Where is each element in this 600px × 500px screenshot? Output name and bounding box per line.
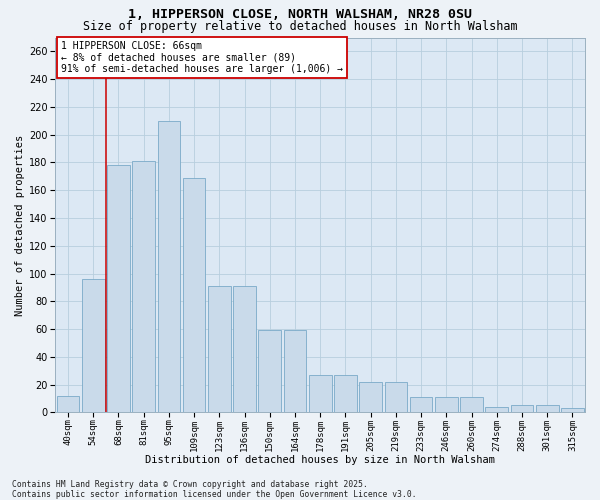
Y-axis label: Number of detached properties: Number of detached properties	[15, 134, 25, 316]
Text: Size of property relative to detached houses in North Walsham: Size of property relative to detached ho…	[83, 20, 517, 33]
Bar	[511, 406, 533, 412]
Bar	[359, 382, 382, 412]
Bar	[536, 406, 559, 412]
Bar	[561, 408, 584, 412]
Bar	[435, 397, 458, 412]
Bar	[309, 375, 332, 412]
Bar	[460, 397, 483, 412]
Bar	[259, 330, 281, 412]
Bar	[158, 121, 180, 412]
Text: Contains HM Land Registry data © Crown copyright and database right 2025.
Contai: Contains HM Land Registry data © Crown c…	[12, 480, 416, 499]
Bar	[208, 286, 230, 412]
Bar	[107, 165, 130, 412]
Bar	[56, 396, 79, 412]
Bar	[233, 286, 256, 412]
Bar	[334, 375, 357, 412]
Bar	[385, 382, 407, 412]
Bar	[485, 407, 508, 412]
Text: 1 HIPPERSON CLOSE: 66sqm
← 8% of detached houses are smaller (89)
91% of semi-de: 1 HIPPERSON CLOSE: 66sqm ← 8% of detache…	[61, 41, 343, 74]
X-axis label: Distribution of detached houses by size in North Walsham: Distribution of detached houses by size …	[145, 455, 495, 465]
Bar	[183, 178, 205, 412]
Text: 1, HIPPERSON CLOSE, NORTH WALSHAM, NR28 0SU: 1, HIPPERSON CLOSE, NORTH WALSHAM, NR28 …	[128, 8, 472, 20]
Bar	[284, 330, 307, 412]
Bar	[410, 397, 433, 412]
Bar	[133, 161, 155, 412]
Bar	[82, 279, 104, 412]
